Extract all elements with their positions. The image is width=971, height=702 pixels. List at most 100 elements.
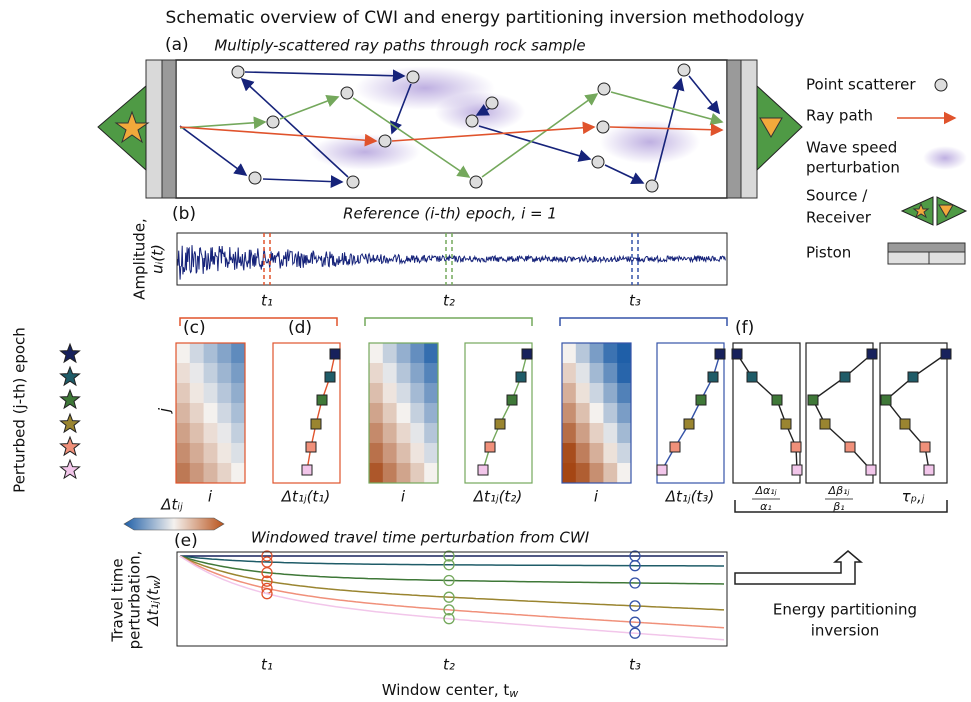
heat-cell (396, 443, 411, 464)
heat-cell (203, 363, 218, 384)
heat-cell (231, 443, 246, 464)
heat-cell (231, 363, 246, 384)
x-tick-label: t₁ (261, 292, 273, 310)
x-tick-label: t₂ (443, 292, 455, 310)
heat-cell (562, 443, 577, 464)
ray (604, 164, 645, 184)
heat-cell (231, 463, 246, 484)
heat-cell (603, 363, 618, 384)
window-marker (443, 613, 455, 625)
panel-frame (732, 342, 801, 484)
heat-frame (175, 342, 246, 484)
heat-cell (617, 443, 632, 464)
bracket (559, 317, 728, 326)
source (97, 84, 147, 172)
heat-cell (424, 423, 439, 444)
heatmaps (175, 342, 952, 484)
point (780, 418, 792, 430)
legend-scatterer (934, 78, 948, 92)
epoch-stars (59, 342, 81, 480)
ray (179, 126, 378, 147)
ray (688, 75, 721, 115)
heat-cell (617, 383, 632, 404)
bracket (364, 317, 533, 326)
panel-subtitle: Multiply-scattered ray paths through roc… (214, 37, 585, 55)
heat-cell (603, 403, 618, 424)
colorbar-label: Δtᵢⱼ (160, 496, 183, 514)
scatterer (248, 171, 262, 185)
heat-cell (410, 443, 425, 464)
star (59, 412, 81, 434)
f-label-num: Δα₁ⱼ (754, 484, 776, 497)
heat-cell (189, 363, 204, 384)
point (865, 464, 877, 476)
window-marker (261, 566, 273, 579)
heat-frame (368, 342, 439, 484)
legend-label: Receiver (806, 209, 872, 227)
point (707, 371, 719, 383)
heat-cell (231, 403, 246, 424)
x-label: Δt₁ⱼ(t₃) (665, 488, 714, 506)
star (59, 388, 81, 410)
star (59, 435, 81, 457)
legend-perturbation (923, 146, 967, 170)
window-marker (261, 588, 273, 600)
heat-cell (575, 403, 590, 424)
ray (352, 97, 471, 178)
panel-label: (c) (183, 318, 206, 338)
scatterer (591, 155, 605, 169)
x-tick-label: t₁ (261, 656, 273, 674)
heat-cell (562, 463, 577, 484)
heat-cell (589, 463, 604, 484)
point (899, 418, 911, 430)
heat-cell (575, 463, 590, 484)
ray (610, 91, 724, 126)
heat-cell (589, 343, 604, 364)
ray (481, 93, 599, 178)
ray (262, 175, 344, 188)
point (494, 418, 506, 430)
y-label: perturbation, (126, 551, 144, 650)
heat-cell (617, 423, 632, 444)
panel-frame (272, 342, 341, 484)
window-marker (443, 574, 455, 587)
ray (390, 83, 412, 135)
heat-cell (231, 383, 246, 404)
heat-cell (382, 463, 397, 484)
heat-cell (189, 443, 204, 464)
scatterer (677, 63, 691, 77)
legend-label: Source / (806, 187, 868, 205)
y-label-sub: w (150, 580, 163, 589)
x-tick-label: t₂ (443, 656, 455, 674)
f-label: τₚ,ⱼ (902, 488, 925, 506)
heat-cell (562, 403, 577, 424)
heat-cell (382, 403, 397, 424)
heat-cell (176, 343, 191, 364)
scatterer (231, 65, 245, 79)
point (477, 464, 489, 476)
scatterer (406, 70, 420, 84)
ray-paths (179, 69, 724, 188)
window-marker (261, 550, 273, 562)
curve (179, 555, 725, 629)
colorbar (123, 517, 225, 531)
x-tick-label: t₃ (629, 292, 641, 310)
panel-title: Windowed travel time perturbation from C… (251, 529, 590, 547)
scatterer (266, 115, 280, 129)
panel-frame (464, 342, 533, 484)
heat-cell (410, 383, 425, 404)
heat-cell (575, 443, 590, 464)
heat-cell (410, 423, 425, 444)
heat-cell (231, 343, 246, 364)
heat-cell (410, 403, 425, 424)
heat-cell (424, 463, 439, 484)
point (923, 464, 935, 476)
heat-cell (562, 423, 577, 444)
heat-cell (176, 443, 191, 464)
panel-label: (a) (165, 35, 189, 55)
scatterers (231, 63, 691, 193)
point (731, 348, 743, 360)
bracket (734, 500, 948, 513)
point (305, 441, 317, 453)
heat-cell (575, 383, 590, 404)
